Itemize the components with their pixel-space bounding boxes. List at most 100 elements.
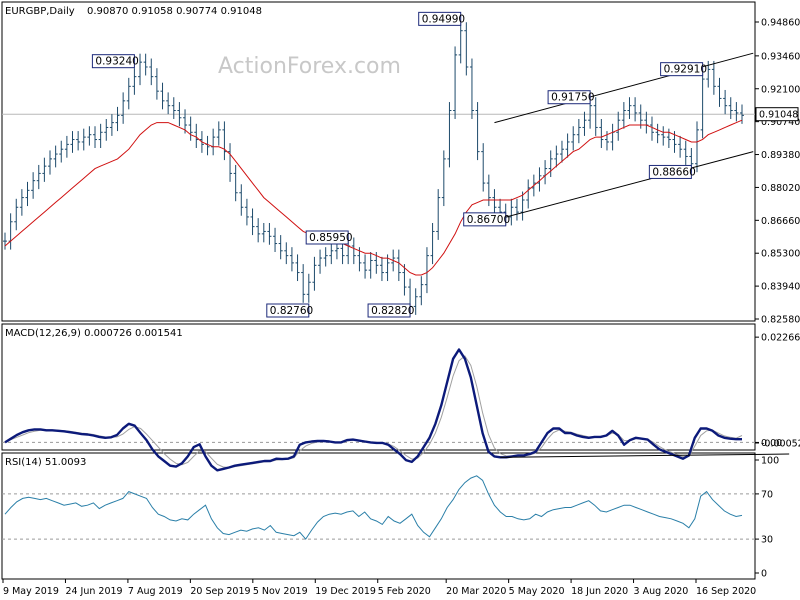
price-bar [599,118,604,149]
macd-line [4,348,742,472]
price-bar [104,118,109,141]
price-bar [222,121,227,161]
price-bar [655,123,660,144]
price-bar [19,189,24,216]
price-bar [93,126,98,149]
price-bar [318,249,323,274]
price-bar [154,68,159,100]
rsi-y-tick-label: 0 [761,569,767,580]
price-bar [36,164,41,190]
price-bar [520,191,525,221]
price-bar [25,181,30,207]
price-bar [273,227,278,253]
price-bar [475,102,480,161]
price-y-tick-label: 0.94860 [761,18,800,29]
price-y-tick-label: 0.86660 [761,216,800,227]
callout-box [660,62,704,77]
price-bar [53,145,58,168]
price-bar [295,254,300,282]
price-bar [48,150,53,175]
price-bar [509,198,514,226]
symbol-label: EURGBP,Daily [5,6,75,17]
x-tick-label: 5 Feb 2020 [378,586,431,597]
price-bar [723,89,728,115]
price-bar [469,58,474,119]
callout-label: 0.85950 [309,232,352,244]
price-bar [31,172,36,199]
price-bar [256,218,261,243]
rsi-panel-frame [1,452,756,580]
x-tick-label: 9 May 2019 [3,586,59,597]
callout-label: 0.92910 [664,64,707,76]
price-bar [301,264,306,303]
price-bar [363,254,368,279]
price-callout: 0.93240 [91,54,139,69]
price-bar [312,256,317,291]
macd-y-tick-label: 0.022662 [761,333,800,344]
watermark-text: ActionForex.com [218,54,401,79]
price-bar [441,150,446,207]
price-bar [76,131,81,151]
price-bar [239,184,244,216]
price-bar [306,273,311,303]
channel-trendline [494,151,754,221]
callout-box [547,90,591,105]
price-bar [565,133,570,158]
price-bar [70,131,75,153]
price-bar [694,121,699,173]
price-bar [166,92,171,115]
price-bar [379,256,384,282]
macd-label: MACD(12,26,9) 0.000726 0.001541 [5,328,183,339]
callout-label: 0.88660 [652,166,695,178]
price-series-layer: 0.93240 0.82760 0.85950 0.82820 0.94990 0.867… [2,11,755,318]
rsi-y-tick-label: 30 [761,535,773,546]
price-bar [228,143,233,182]
price-bar [261,222,266,243]
callout-label: 0.86700 [467,214,510,226]
x-tick-label: 7 Aug 2019 [128,586,183,597]
price-bar [149,58,154,86]
x-tick-label: 5 Nov 2019 [253,586,308,597]
price-bar [649,116,654,141]
price-bar [492,189,497,216]
callout-box [367,303,411,318]
macd-panel-frame [1,323,756,451]
price-bar [109,114,114,136]
callout-box [418,11,462,26]
price-bar [396,249,401,282]
price-bar [368,252,373,279]
price-bar [593,97,598,136]
rsi-line [4,475,743,540]
price-bar [171,97,176,119]
price-y-tick-label: 0.92100 [761,84,800,95]
price-bar [87,126,92,146]
price-bar [661,126,666,146]
price-bar [537,167,542,192]
price-bar [683,140,688,165]
price-bar [14,198,19,231]
price-bar [734,102,739,122]
price-bar [160,82,165,110]
price-bar [188,116,193,141]
rsi-series-layer [2,475,755,540]
price-bar [132,68,137,95]
price-bar [717,77,722,107]
price-bar [126,77,131,110]
price-bar [526,179,531,209]
callout-box [91,54,135,69]
price-bar [323,247,328,267]
macd-trendline [500,453,790,458]
price-bar [571,126,576,151]
axis-layer: 0.94860 0.93460 0.92100 0.90740 0.89380 0.880… [2,18,800,597]
price-bar [143,53,148,76]
price-bar [177,102,182,127]
price-bar [115,106,120,132]
rsi-y-tick-label: 100 [761,456,779,467]
macd-series-layer [2,348,790,472]
x-tick-label: 16 Sep 2020 [696,586,756,597]
price-callout: 0.86700 [463,212,510,227]
macd-y-tick-label: 0.00 [761,438,782,449]
price-bar [582,111,587,136]
price-bar [728,97,733,119]
